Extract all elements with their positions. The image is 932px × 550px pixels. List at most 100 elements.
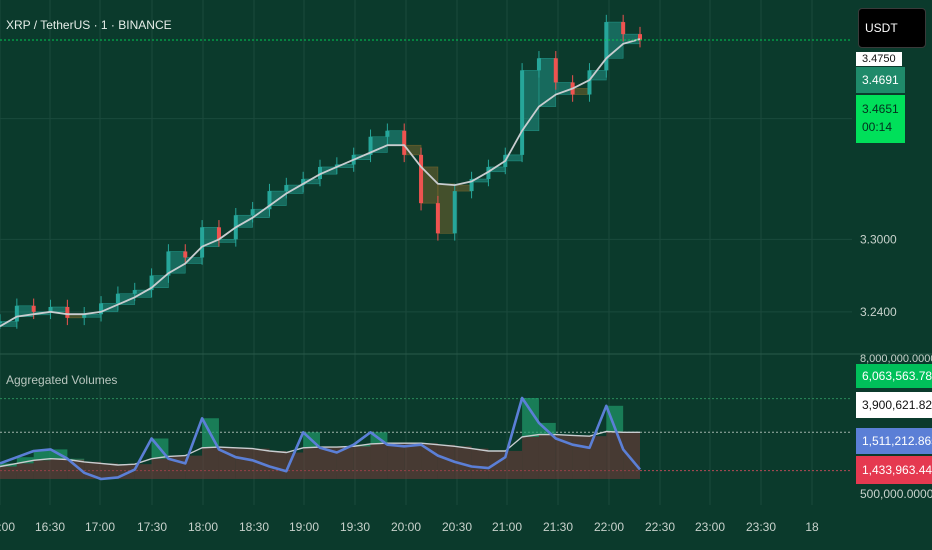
candle-body-35 <box>587 70 592 95</box>
price-block-23 <box>387 130 405 146</box>
volume-line <box>0 396 641 481</box>
candle-body-11 <box>183 251 188 258</box>
time-tick-label: 18:00 <box>188 520 218 534</box>
volume-tag-lower: 1,433,963.4434 <box>856 456 932 484</box>
volume-tick-label: 500,000.0000 <box>860 487 932 501</box>
candle-body-5 <box>82 314 87 318</box>
candle-body-9 <box>149 275 154 291</box>
volume-block-down-30 <box>505 450 523 479</box>
volume-block-down-6 <box>101 463 118 479</box>
price-tag-average: 3.4691 <box>856 67 905 93</box>
price-tick-label: 3.2400 <box>860 305 897 319</box>
candle-body-23 <box>385 130 390 137</box>
currency-button[interactable]: USDT <box>858 8 926 48</box>
candle-body-4 <box>65 306 70 318</box>
symbol-title[interactable]: XRP / TetherUS · 1 · BINANCE <box>6 18 172 32</box>
candle-body-6 <box>99 303 104 315</box>
volume-tag-current: 1,511,212.8654 <box>856 428 932 454</box>
price-block-32 <box>538 57 557 107</box>
candle-body-2 <box>31 305 36 312</box>
time-tick-label: 21:30 <box>543 520 573 534</box>
volume-block-down-12 <box>202 447 219 479</box>
price-block-10 <box>168 251 186 274</box>
time-tick-label: 17:00 <box>85 520 115 534</box>
volume-block-down-32 <box>538 434 556 479</box>
price-block-35 <box>589 70 607 81</box>
price-block-27 <box>454 184 472 192</box>
candle-body-3 <box>48 306 53 312</box>
time-tick-label: 18 <box>805 520 819 534</box>
candle-body-18 <box>301 179 306 186</box>
candle-body-38 <box>638 34 642 41</box>
candle-body-32 <box>536 58 541 71</box>
volume-block-down-4 <box>67 459 85 479</box>
volume-block-down-21 <box>353 446 371 479</box>
candle-body-15 <box>250 209 255 216</box>
time-tick-label: 22:00 <box>594 520 624 534</box>
price-block-24 <box>403 144 422 156</box>
time-tick-label: 18:30 <box>239 520 269 534</box>
price-block-22 <box>370 136 388 153</box>
volume-block-down-1 <box>16 463 34 479</box>
volume-block-down-31 <box>522 436 539 479</box>
price-block-26 <box>437 183 456 234</box>
volume-block-down-33 <box>555 434 573 479</box>
volume-block-down-16 <box>269 450 287 479</box>
time-tick-label: 19:30 <box>340 520 370 534</box>
candle-body-29 <box>486 166 491 180</box>
volume-block-up-36 <box>606 405 624 432</box>
volume-block-down-2 <box>33 460 51 479</box>
candle-body-22 <box>368 136 373 155</box>
time-tick-label: 16:00 <box>0 520 15 534</box>
volume-tick-label: 8,000,000.0000 <box>860 353 932 365</box>
candle-body-25 <box>419 154 424 204</box>
volume-block-down-35 <box>589 436 607 479</box>
price-tag-high: 3.4750 <box>856 52 902 66</box>
candle-countdown: 00:14 <box>862 120 893 134</box>
volume-block-up-1 <box>16 457 34 464</box>
time-tick-label: 21:00 <box>492 520 522 534</box>
volume-block-down-36 <box>606 431 624 479</box>
candle-body-16 <box>267 191 272 210</box>
volume-block-down-34 <box>572 435 590 479</box>
volume-block-down-25 <box>421 443 438 479</box>
candle-body-24 <box>402 130 407 155</box>
volume-block-down-24 <box>404 443 422 479</box>
candle-body-28 <box>469 179 474 192</box>
volume-block-up-32 <box>538 422 556 435</box>
volume-block-down-0 <box>0 466 17 479</box>
price-tick-label: 3.3000 <box>860 232 897 246</box>
volume-block-down-23 <box>387 443 405 479</box>
time-tick-label: 20:00 <box>391 520 421 534</box>
price-block-3 <box>50 306 68 313</box>
volume-panel-title[interactable]: Aggregated Volumes <box>6 373 118 387</box>
time-tick-label: 23:30 <box>746 520 776 534</box>
volume-block-down-37 <box>623 432 640 479</box>
time-tick-label: 20:30 <box>442 520 472 534</box>
last-price-label: 3.4651 <box>862 102 899 116</box>
volume-block-down-22 <box>370 443 388 479</box>
price-block-13 <box>218 239 237 243</box>
time-tick-label: 23:00 <box>695 520 725 534</box>
volume-block-down-19 <box>320 447 337 479</box>
candle-body-31 <box>520 70 525 155</box>
volume-block-down-18 <box>303 447 320 479</box>
volume-block-down-29 <box>488 450 506 479</box>
volume-block-down-11 <box>185 455 203 479</box>
time-tick-label: 22:30 <box>645 520 675 534</box>
candle-body-20 <box>334 164 339 167</box>
candle-body-27 <box>452 191 457 234</box>
price-block-34 <box>572 88 590 95</box>
candle-body-7 <box>115 293 120 304</box>
candle-body-36 <box>604 22 609 71</box>
candle-body-1 <box>14 305 19 322</box>
volume-block-up-31 <box>522 398 539 437</box>
candle-body-0 <box>0 321 2 323</box>
price-average-line <box>0 38 641 328</box>
volume-block-down-28 <box>471 448 489 479</box>
time-tick-label: 19:00 <box>289 520 319 534</box>
candle-body-10 <box>166 251 171 276</box>
volume-block-down-20 <box>336 447 354 479</box>
